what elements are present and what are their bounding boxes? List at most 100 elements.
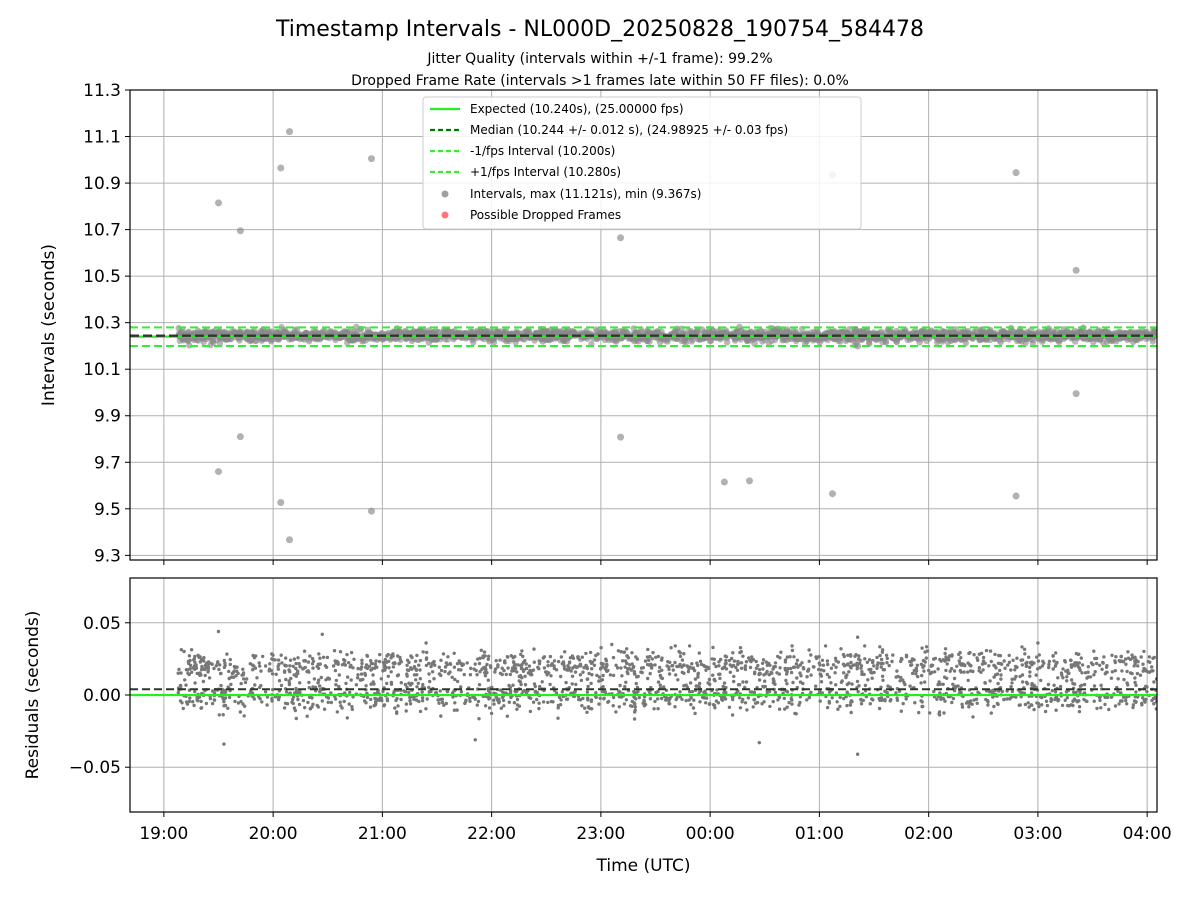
residual-point (849, 699, 854, 703)
residual-point (1063, 660, 1068, 664)
residual-point (1109, 676, 1114, 680)
residual-point (1121, 695, 1126, 699)
residual-point (217, 713, 221, 717)
residual-point (921, 658, 926, 663)
residual-point (552, 664, 556, 668)
residual-point (315, 703, 319, 708)
residual-point (865, 660, 869, 664)
residual-point (455, 679, 460, 684)
residual-point (879, 657, 884, 662)
subtitle-jitter: Jitter Quality (intervals within +/-1 fr… (426, 51, 772, 67)
residual-point (407, 690, 411, 695)
residual-point (879, 661, 883, 666)
residual-point (387, 666, 391, 670)
residual-point (526, 671, 531, 675)
residual-point (1065, 675, 1069, 679)
residual-point (878, 645, 882, 649)
residual-point (1003, 666, 1007, 670)
residual-point (673, 705, 677, 709)
residual-point (1091, 662, 1095, 667)
residual-point (778, 666, 782, 670)
residual-point (325, 655, 330, 660)
residual-point (611, 655, 616, 660)
residual-point (310, 662, 315, 666)
residual-point (520, 649, 524, 653)
residual-point (1020, 673, 1025, 677)
residual-point (855, 679, 860, 684)
residual-point (846, 653, 850, 657)
residual-point (829, 666, 834, 670)
residual-point (432, 659, 436, 664)
residual-point (318, 684, 322, 688)
outlier-point (236, 227, 244, 235)
residual-point (243, 680, 248, 685)
residual-point (1020, 680, 1025, 684)
residual-point (817, 655, 821, 659)
interval-point (986, 336, 994, 344)
residual-point (849, 710, 853, 715)
residual-point (511, 660, 516, 664)
residual-point (405, 658, 410, 662)
residual-point (1098, 698, 1102, 703)
residual-point (386, 674, 390, 678)
residual-point (448, 662, 453, 666)
residual-point (625, 654, 629, 658)
residual-point (615, 666, 620, 670)
residual-point (920, 646, 924, 650)
residual-point (542, 666, 547, 670)
plot-area (130, 629, 1157, 756)
x-tick-label: 20:00 (249, 824, 298, 844)
residual-point (451, 695, 455, 699)
residual-point (512, 701, 517, 705)
residual-point (730, 713, 735, 717)
residual-point (1027, 655, 1031, 659)
interval-point (1127, 328, 1135, 336)
residual-point (1056, 699, 1060, 703)
residual-point (925, 649, 930, 653)
residual-point (369, 682, 373, 686)
residual-point (228, 662, 232, 667)
residual-point (637, 695, 641, 700)
residual-point (605, 669, 609, 673)
residual-point (597, 675, 602, 679)
residual-point (624, 680, 628, 684)
residual-point (420, 699, 425, 703)
residual-point (227, 676, 231, 681)
residual-point (634, 681, 638, 686)
residual-point (408, 699, 412, 703)
interval-point (310, 327, 318, 334)
residual-point (599, 678, 603, 682)
residual-point (301, 667, 305, 671)
residual-point (956, 684, 960, 688)
interval-point (195, 337, 202, 344)
residual-point (241, 702, 245, 706)
residual-point (738, 706, 743, 710)
interval-point (961, 328, 968, 335)
residual-point (1007, 653, 1011, 658)
residual-point (988, 649, 993, 653)
residual-point (801, 666, 806, 670)
residual-point (1151, 656, 1155, 660)
residual-point (574, 682, 578, 687)
residual-point (560, 690, 565, 694)
residual-point (476, 699, 481, 704)
residual-point (1136, 664, 1140, 668)
residual-point (347, 702, 351, 706)
residual-point (505, 714, 510, 718)
residual-point (617, 689, 621, 693)
residual-point (987, 690, 991, 694)
residual-point (326, 700, 330, 704)
residual-point (1008, 697, 1012, 701)
residual-point (829, 681, 833, 685)
residual-point (866, 678, 870, 682)
residual-point (346, 675, 350, 679)
residual-point (223, 696, 228, 700)
residual-point (192, 703, 196, 708)
residual-point (379, 697, 384, 701)
residual-point (329, 700, 333, 705)
residual-point (1077, 666, 1082, 670)
residual-point (334, 678, 339, 683)
residual-point (950, 700, 954, 705)
residual-point (848, 653, 853, 657)
residual-point (195, 671, 199, 676)
